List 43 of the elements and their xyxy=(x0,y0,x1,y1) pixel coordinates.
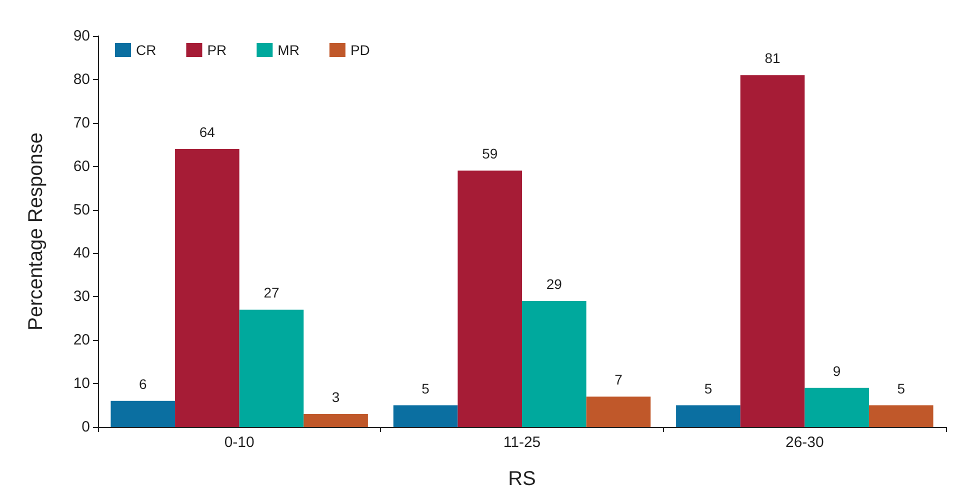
y-tick-label: 30 xyxy=(73,288,90,306)
y-tick-label: 10 xyxy=(73,375,90,392)
data-label: 5 xyxy=(897,380,906,396)
data-label: 6 xyxy=(138,376,147,392)
bar xyxy=(458,170,522,427)
bar xyxy=(868,405,934,427)
data-label: 59 xyxy=(482,146,498,162)
data-label: 29 xyxy=(546,276,562,292)
data-label: 5 xyxy=(422,380,430,396)
y-tick-label: 70 xyxy=(73,114,90,132)
bar xyxy=(586,396,651,427)
legend-label: MR xyxy=(278,42,300,58)
bar xyxy=(110,400,176,427)
legend-label: CR xyxy=(136,42,156,58)
bar xyxy=(676,405,740,427)
data-label: 81 xyxy=(764,50,781,66)
x-axis-title: RS xyxy=(508,468,536,490)
data-label: 3 xyxy=(332,388,340,405)
y-tick-label: 80 xyxy=(73,70,90,88)
x-tick-label: 26-30 xyxy=(785,434,824,451)
bar xyxy=(522,301,586,427)
bar xyxy=(393,405,458,427)
data-label: 9 xyxy=(832,362,841,379)
bar xyxy=(740,75,805,427)
y-tick-label: 20 xyxy=(73,332,90,349)
bar xyxy=(175,148,240,427)
legend-label: PR xyxy=(207,42,227,58)
data-label: 64 xyxy=(199,124,216,140)
data-label: 5 xyxy=(704,380,712,396)
y-tick-label: 50 xyxy=(73,201,90,218)
x-tick-label: 0-10 xyxy=(224,434,254,451)
data-label: 27 xyxy=(264,284,280,301)
y-axis-title: Percentage Response xyxy=(25,132,47,330)
bar xyxy=(304,414,368,427)
y-tick-label: 0 xyxy=(82,418,90,436)
data-label: 7 xyxy=(614,372,623,388)
y-tick-label: 40 xyxy=(73,244,90,262)
bar xyxy=(239,310,304,427)
y-tick-label: 60 xyxy=(73,158,90,175)
legend-label: PD xyxy=(350,42,370,58)
x-tick-label: 11-25 xyxy=(503,434,541,451)
bar xyxy=(804,388,869,427)
y-tick-label: 90 xyxy=(73,28,90,44)
